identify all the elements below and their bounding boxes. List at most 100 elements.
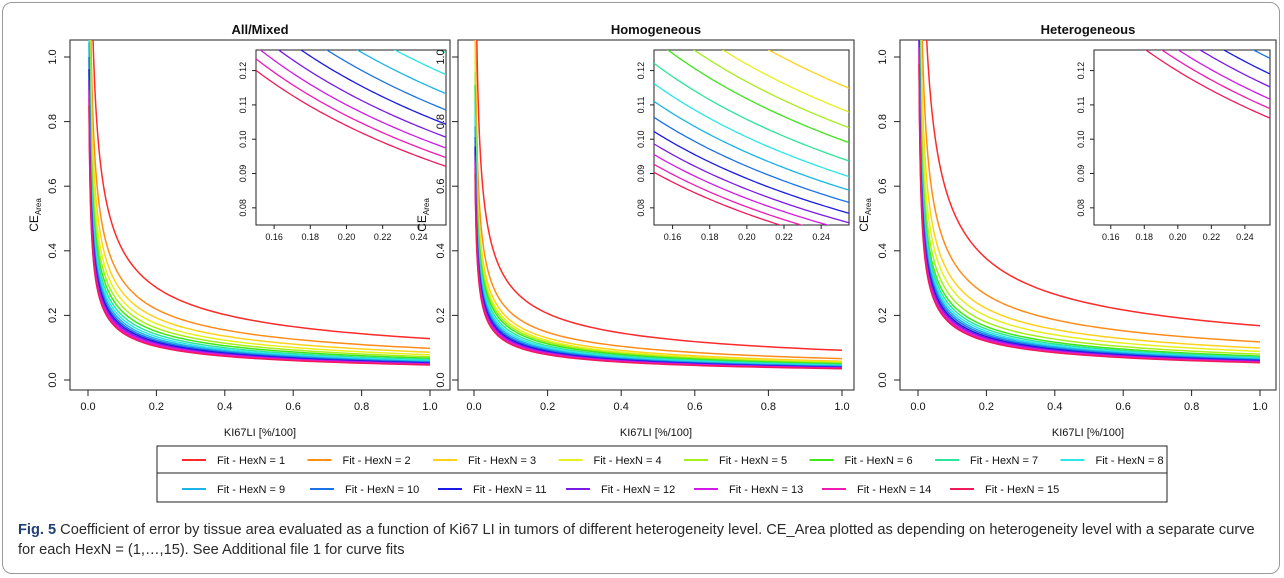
x-axis-label: KI67LI [%/100]	[1052, 427, 1124, 439]
inset-series-line-hexn-9	[654, 100, 849, 191]
caption-label: Fig. 5	[18, 522, 57, 538]
y-tick-label: 0.6	[47, 179, 59, 194]
series-line-hexn-2	[90, 40, 431, 350]
legend-label-hexn-9: Fit - HexN = 9	[217, 484, 285, 496]
inset-x-tick-label: 0.22	[775, 232, 793, 242]
inset-y-tick-label: 0.08	[1076, 199, 1086, 217]
x-tick-label: 0.8	[1184, 401, 1199, 413]
y-tick-label: 0.6	[877, 179, 889, 194]
x-tick-label: 0.4	[217, 401, 232, 413]
x-axis-label: KI67LI [%/100]	[224, 427, 296, 439]
inset-series-line-hexn-4	[721, 50, 849, 113]
inset-x-tick-label: 0.18	[1136, 232, 1154, 242]
inset-series-line-hexn-7	[1094, 0, 1270, 3]
inset-y-tick-label: 0.10	[238, 130, 248, 148]
inset-series-line-hexn-8	[1094, 0, 1270, 24]
inset-x-tick-label: 0.16	[664, 232, 682, 242]
inset-series-line-hexn-13	[654, 153, 830, 225]
y-tick-label: 0.4	[47, 243, 59, 258]
series-line-hexn-2	[921, 40, 1261, 343]
inset-series-line-hexn-13	[259, 50, 446, 149]
series-line-hexn-1	[925, 40, 1261, 327]
chart-panel-1: All/Mixed 0.0 0.2 0.4 0.6 0.8 1.0 KI67LI [%/100…	[27, 22, 451, 439]
legend-label-hexn-14: Fit - HexN = 14	[857, 484, 931, 496]
inset-series-line-hexn-12	[277, 50, 446, 138]
inset-y-tick-label: 0.08	[238, 199, 248, 217]
inset-y-tick-label: 0.08	[636, 199, 646, 217]
inset-x-tick-label: 0.20	[338, 232, 356, 242]
legend-label-hexn-2: Fit - HexN = 2	[343, 455, 411, 467]
curves-main	[88, 40, 431, 366]
x-tick-label: 0.6	[286, 401, 301, 413]
x-tick-label: 0.2	[540, 401, 555, 413]
y-axis-label-main: CE	[857, 215, 871, 232]
inset-y-tick-label: 0.11	[636, 96, 646, 113]
inset-x-tick-label: 0.22	[374, 232, 392, 242]
inset-series-line-hexn-11	[654, 130, 849, 214]
chart-title: All/Mixed	[231, 22, 288, 37]
inset-panel: 0.16 0.18 0.20 0.22 0.24 0.08 0.09 0.10 0.11 0.12	[238, 49, 447, 242]
inset-series-line-hexn-12	[654, 143, 849, 224]
chart-title: Homogeneous	[611, 22, 701, 37]
x-tick-label: 0.8	[354, 401, 369, 413]
inset-series-line-hexn-14	[256, 58, 446, 159]
plot-area	[899, 39, 1277, 391]
inset-x-tick-label: 0.22	[1203, 232, 1221, 242]
series-line-hexn-15	[474, 173, 843, 370]
inset-y-tick-label: 0.09	[1076, 165, 1086, 183]
x-tick-label: 0.8	[761, 401, 776, 413]
x-tick-label: 0.6	[687, 401, 702, 413]
inset-series-line-hexn-11	[299, 50, 446, 125]
inset-y-tick-label: 0.12	[1076, 62, 1086, 80]
y-tick-label: 1.0	[47, 49, 59, 64]
plot-area	[457, 39, 855, 391]
legend-label-hexn-1: Fit - HexN = 1	[217, 455, 285, 467]
y-tick-label: 0.8	[435, 114, 447, 129]
legend-label-hexn-13: Fit - HexN = 13	[729, 484, 803, 496]
inset-y-tick-label: 0.09	[238, 165, 248, 183]
series-line-hexn-1	[476, 40, 843, 352]
inset-x-tick-label: 0.24	[1236, 232, 1254, 242]
y-tick-label: 0.6	[435, 179, 447, 194]
legend-label-hexn-11: Fit - HexN = 11	[473, 484, 546, 496]
inset-y-tick-label: 0.09	[636, 165, 646, 183]
legend-label-hexn-15: Fit - HexN = 15	[985, 484, 1059, 496]
inset-series-line-hexn-8	[393, 50, 446, 76]
curves-inset	[654, 50, 849, 225]
inset-series-line-hexn-8	[654, 83, 849, 178]
caption-text: Coefficient of error by tissue area eval…	[18, 522, 1255, 558]
legend: Fit - HexN = 1 Fit - HexN = 2 Fit - HexN =…	[156, 445, 1168, 503]
inset-y-tick-label: 0.12	[636, 62, 646, 80]
inset-series-line-hexn-14	[1160, 50, 1270, 110]
y-tick-label: 0.8	[877, 114, 889, 129]
inset-series-line-hexn-11	[1222, 50, 1270, 75]
inset-series-line-hexn-13	[1177, 50, 1270, 100]
y-tick-label: 0.0	[47, 372, 59, 387]
inset-x-tick-label: 0.24	[410, 232, 428, 242]
series-line-hexn-3	[920, 40, 1261, 349]
inset-series-line-hexn-14	[654, 163, 804, 225]
y-tick-label: 0.4	[877, 243, 889, 258]
inset-y-tick-label: 0.11	[1076, 96, 1086, 113]
inset-x-tick-label: 0.16	[1102, 232, 1120, 242]
x-tick-label: 1.0	[834, 401, 849, 413]
legend-label-hexn-6: Fit - HexN = 6	[845, 455, 913, 467]
y-tick-label: 0.2	[877, 308, 889, 323]
legend-label-hexn-5: Fit - HexN = 5	[719, 455, 787, 467]
y-tick-label: 0.2	[47, 308, 59, 323]
y-tick-label: 0.0	[435, 372, 447, 387]
x-axis-label: KI67LI [%/100]	[620, 427, 692, 439]
inset-plot-area	[1093, 49, 1271, 226]
inset-series-line-hexn-10	[325, 50, 446, 111]
inset-panel: 0.16 0.18 0.20 0.22 0.24 0.08 0.09 0.10 0.11 0.12	[1076, 0, 1271, 242]
inset-series-line-hexn-6	[666, 50, 849, 144]
inset-y-tick-label: 0.11	[238, 96, 248, 113]
series-line-hexn-15	[918, 63, 1261, 364]
curves-inset	[256, 50, 446, 167]
series-line-hexn-1	[92, 40, 431, 340]
series-line-hexn-15	[88, 105, 431, 366]
x-tick-label: 0.0	[910, 401, 925, 413]
y-tick-label: 1.0	[877, 49, 889, 64]
chart-panel-3: Heterogeneous 0.0 0.2 0.4 0.6 0.8 1.0 KI67LI [%…	[857, 0, 1277, 439]
chart-title: Heterogeneous	[1041, 22, 1136, 37]
